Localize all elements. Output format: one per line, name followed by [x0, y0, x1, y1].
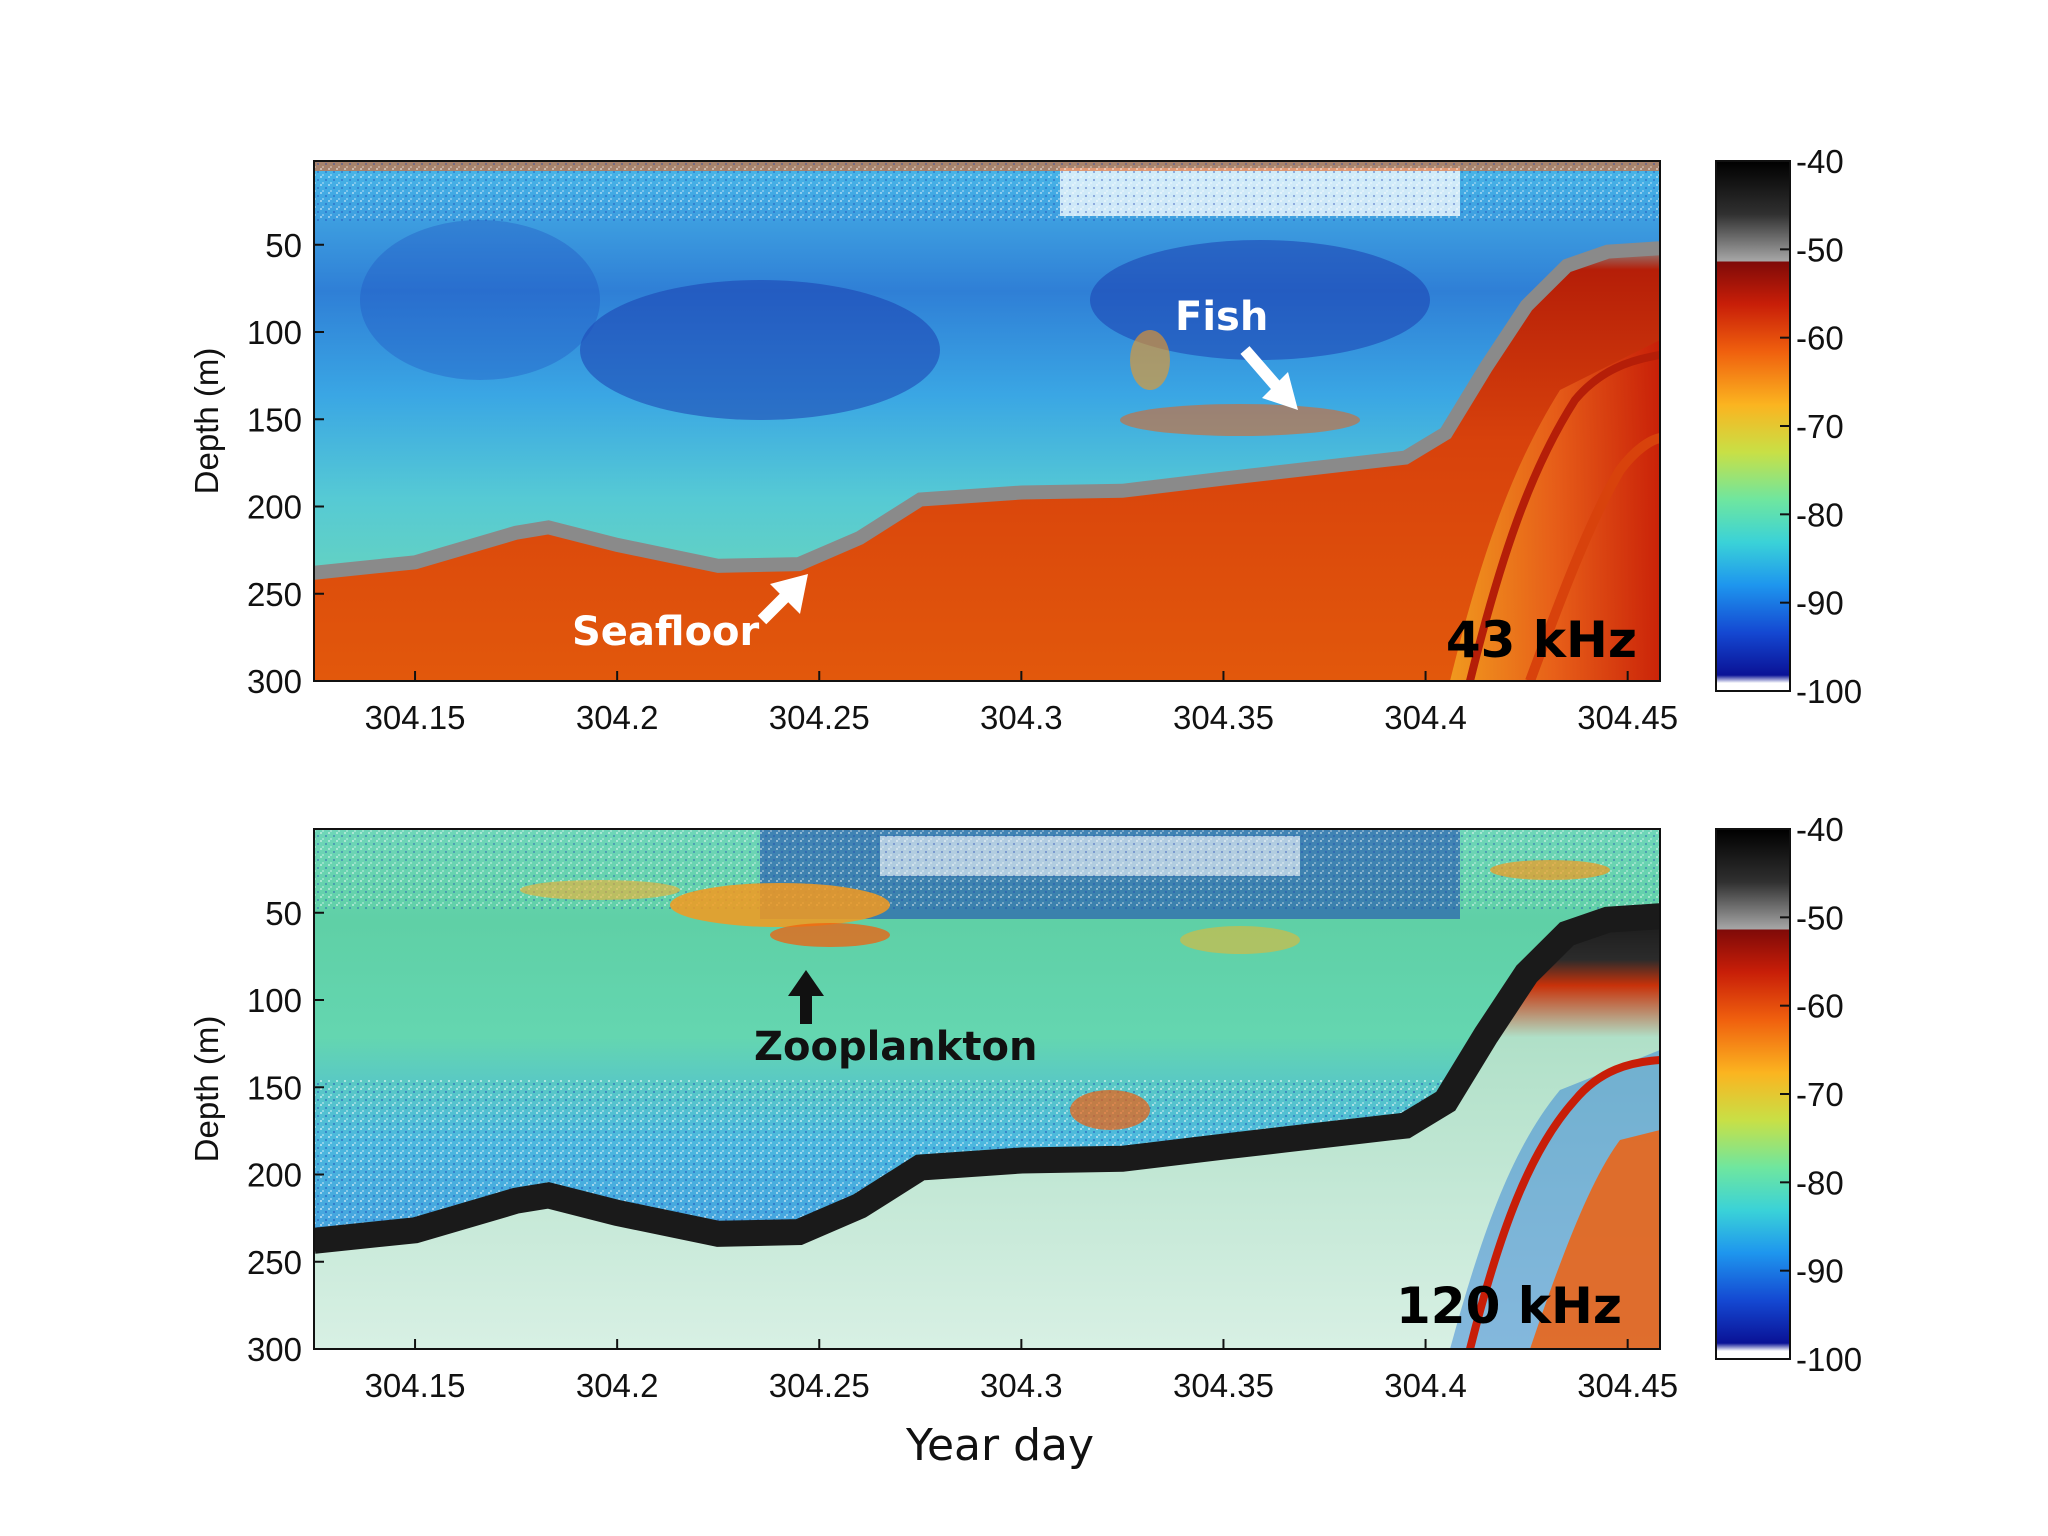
- colorbar-tick-label: -80: [1796, 496, 1844, 533]
- y-axis-ticks-120khz: 50 100 150 200 250 300: [247, 895, 324, 1368]
- colorbar-120khz: -40 -50 -60 -70 -80 -90 -100: [1715, 811, 1862, 1378]
- colorbar-43khz: -40 -50 -60 -70 -80 -90 -100: [1715, 143, 1862, 710]
- x-tick-label: 304.15: [365, 1367, 466, 1404]
- fish-school: [1120, 330, 1360, 436]
- y-axis-title-120khz: Depth (m): [188, 1016, 225, 1163]
- colorbar-tick-label: -50: [1796, 231, 1844, 268]
- y-tick-label: 150: [247, 1069, 302, 1106]
- colorbar-ticks-120khz: -40 -50 -60 -70 -80 -90 -100: [1780, 811, 1862, 1378]
- colorbar-tick-label: -80: [1796, 1164, 1844, 1201]
- frequency-label-120khz: 120 kHz: [1396, 1277, 1622, 1335]
- y-tick-label: 50: [265, 227, 302, 264]
- colorbar-ramp: [1715, 828, 1791, 1360]
- x-tick-label: 304.45: [1577, 1367, 1678, 1404]
- x-axis-title: Year day: [905, 1420, 1094, 1471]
- deep-blue-patch: [580, 280, 940, 420]
- slope-echo-band: [1530, 1130, 1660, 1349]
- plot-frame-43khz: [313, 160, 1661, 682]
- fish-arrow: [1240, 346, 1298, 410]
- echogram-panel-120khz: 304.15 304.2 304.25 304.3 304.35 304.4 304.45 …: [188, 811, 1862, 1471]
- colorbar-tick-label: -100: [1796, 673, 1862, 710]
- seafloor-line-43khz: [314, 241, 1660, 580]
- slope-echo-line: [1466, 351, 1660, 681]
- y-tick-label: 300: [247, 663, 302, 700]
- y-tick-label: 250: [247, 576, 302, 613]
- colorbar-tick-label: -90: [1796, 1253, 1844, 1290]
- y-tick-label: 100: [247, 982, 302, 1019]
- colorbar-ramp: [1715, 160, 1791, 692]
- y-tick-label: 100: [247, 314, 302, 351]
- deep-blue-patch: [1090, 240, 1430, 360]
- colorbar-tick-label: -40: [1796, 811, 1844, 848]
- y-tick-label: 150: [247, 401, 302, 438]
- y-tick-label: 200: [247, 1157, 302, 1194]
- colorbar-ticks-43khz: -40 -50 -60 -70 -80 -90 -100: [1780, 143, 1862, 710]
- x-tick-label: 304.35: [1173, 1367, 1274, 1404]
- slope-echo-line: [1466, 1056, 1660, 1349]
- zooplankton-arrow: [788, 970, 824, 1024]
- x-tick-label: 304.4: [1384, 1367, 1467, 1404]
- x-tick-label: 304.15: [365, 699, 466, 736]
- fish-annotation: Fish: [1175, 294, 1298, 410]
- deep-blue-patch: [360, 220, 600, 380]
- x-tick-label: 304.2: [576, 1367, 659, 1404]
- colorbar-tick-label: -90: [1796, 585, 1844, 622]
- colorbar-tick-label: -60: [1796, 320, 1844, 357]
- y-tick-label: 50: [265, 895, 302, 932]
- slope-echo-line: [1525, 433, 1660, 681]
- plot-frame-120khz: [313, 828, 1661, 1350]
- fish-label: Fish: [1175, 294, 1268, 340]
- x-tick-label: 304.2: [576, 699, 659, 736]
- speckle-overlay: [314, 161, 1660, 221]
- colorbar-tick-label: -40: [1796, 143, 1844, 180]
- zooplankton-label: Zooplankton: [754, 1024, 1037, 1070]
- slope-echo-band: [1450, 340, 1660, 681]
- seafloor-line-120khz: [314, 903, 1660, 1254]
- seafloor-backscatter-43khz: [314, 248, 1660, 681]
- frequency-label-43khz: 43 kHz: [1446, 611, 1637, 669]
- x-tick-label: 304.3: [980, 699, 1063, 736]
- y-axis-ticks-43khz: 50 100 150 200 250 300: [247, 227, 324, 700]
- x-tick-label: 304.25: [769, 1367, 870, 1404]
- x-tick-label: 304.25: [769, 699, 870, 736]
- zooplankton-layer: [520, 860, 1610, 1130]
- speckle-overlay: [314, 829, 1660, 909]
- x-tick-label: 304.35: [1173, 699, 1274, 736]
- y-tick-label: 300: [247, 1331, 302, 1368]
- colorbar-tick-label: -60: [1796, 988, 1844, 1025]
- colorbar-tick-label: -70: [1796, 408, 1844, 445]
- y-tick-label: 200: [247, 489, 302, 526]
- zooplankton-annotation: Zooplankton: [754, 970, 1037, 1070]
- colorbar-tick-label: -100: [1796, 1341, 1862, 1378]
- colorbar-tick-label: -70: [1796, 1076, 1844, 1113]
- echogram-panel-43khz: 304.15 304.2 304.25 304.3 304.35 304.4 304.45 …: [188, 143, 1862, 736]
- x-axis-ticks-120khz: 304.15 304.2 304.25 304.3 304.35 304.4 304.45: [365, 1339, 1678, 1404]
- seafloor-annotation: Seafloor: [572, 574, 808, 655]
- colorbar-tick-label: -50: [1796, 899, 1844, 936]
- x-axis-ticks-43khz: 304.15 304.2 304.25 304.3 304.35 304.4 304.45: [365, 671, 1678, 736]
- y-tick-label: 250: [247, 1244, 302, 1281]
- x-tick-label: 304.4: [1384, 699, 1467, 736]
- seafloor-label: Seafloor: [572, 609, 760, 655]
- seafloor-backscatter-120khz: [314, 916, 1660, 1349]
- x-tick-label: 304.3: [980, 1367, 1063, 1404]
- x-tick-label: 304.45: [1577, 699, 1678, 736]
- y-axis-title-43khz: Depth (m): [188, 348, 225, 495]
- seafloor-arrow: [757, 574, 808, 625]
